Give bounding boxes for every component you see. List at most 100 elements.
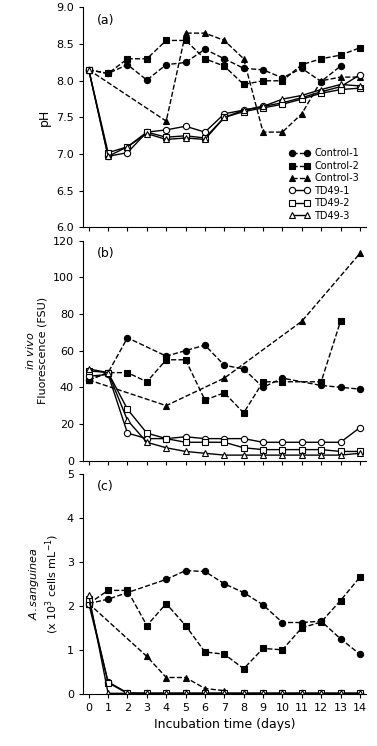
TD49-3 [164, 689, 169, 698]
Control-1 [319, 617, 323, 626]
Control-3 [183, 673, 188, 682]
TD49-3 [203, 449, 207, 458]
Control-1 [280, 618, 285, 627]
TD49-1 [203, 128, 207, 137]
TD49-1 [338, 689, 343, 698]
TD49-1 [203, 434, 207, 443]
TD49-2 [106, 368, 110, 377]
TD49-1 [106, 370, 110, 379]
Control-3 [164, 401, 169, 410]
TD49-1 [203, 689, 207, 698]
TD49-3 [183, 447, 188, 456]
TD49-2 [86, 366, 91, 375]
Control-2 [164, 36, 169, 45]
Control-1 [203, 567, 207, 576]
TD49-2 [261, 445, 265, 454]
TD49-3 [164, 443, 169, 452]
TD49-3 [241, 106, 246, 115]
Control-1 [125, 333, 130, 342]
TD49-2 [299, 689, 304, 698]
Line: Control-2: Control-2 [86, 37, 363, 87]
TD49-1 [106, 152, 110, 161]
TD49-2 [319, 89, 323, 98]
Control-2 [241, 80, 246, 89]
TD49-2 [145, 429, 149, 438]
Control-3 [203, 28, 207, 37]
TD49-3 [358, 81, 362, 90]
TD49-3 [106, 152, 110, 161]
TD49-3 [358, 449, 362, 458]
TD49-1 [164, 689, 169, 698]
Control-2 [145, 621, 149, 630]
Control-3 [319, 76, 323, 85]
TD49-1 [86, 66, 91, 75]
TD49-2 [338, 85, 343, 94]
Line: TD49-1: TD49-1 [86, 66, 363, 160]
TD49-1 [106, 677, 110, 686]
TD49-3 [338, 80, 343, 89]
Control-3 [280, 128, 285, 137]
TD49-2 [125, 689, 130, 698]
Control-3 [358, 249, 362, 258]
TD49-2 [241, 689, 246, 698]
TD49-3 [280, 451, 285, 460]
TD49-3 [222, 113, 227, 122]
Line: Control-3: Control-3 [86, 30, 363, 135]
Control-1 [125, 588, 130, 597]
TD49-3 [280, 689, 285, 698]
TD49-3 [261, 102, 265, 111]
Text: (b): (b) [97, 247, 115, 260]
Control-3 [86, 375, 91, 384]
TD49-1 [299, 93, 304, 102]
Control-3 [338, 72, 343, 81]
Control-2 [319, 54, 323, 63]
Control-1 [299, 64, 304, 73]
TD49-1 [145, 434, 149, 443]
Control-1 [183, 566, 188, 575]
Control-1 [261, 601, 265, 609]
TD49-1 [280, 438, 285, 447]
Control-1 [222, 361, 227, 370]
TD49-2 [222, 689, 227, 698]
Control-2 [241, 409, 246, 418]
Control-2 [338, 51, 343, 60]
TD49-1 [319, 689, 323, 698]
TD49-3 [145, 689, 149, 698]
Control-1 [106, 368, 110, 377]
Control-2 [86, 66, 91, 75]
Control-2 [145, 377, 149, 386]
TD49-2 [145, 128, 149, 137]
TD49-2 [299, 95, 304, 104]
Control-1 [358, 650, 362, 659]
TD49-2 [183, 689, 188, 698]
Control-1 [338, 634, 343, 643]
Control-2 [261, 377, 265, 386]
TD49-1 [299, 438, 304, 447]
Control-1 [358, 385, 362, 394]
Control-1 [164, 575, 169, 584]
Control-1 [145, 75, 149, 84]
Line: TD49-3: TD49-3 [86, 592, 363, 697]
TD49-1 [125, 148, 130, 157]
Control-2 [338, 317, 343, 326]
Line: Control-1: Control-1 [86, 568, 363, 657]
TD49-2 [338, 447, 343, 456]
Control-2 [222, 389, 227, 398]
Control-2 [319, 618, 323, 627]
TD49-3 [222, 451, 227, 460]
TD49-3 [338, 689, 343, 698]
TD49-3 [183, 689, 188, 698]
TD49-2 [319, 689, 323, 698]
Line: Control-1: Control-1 [86, 46, 344, 84]
Control-2 [125, 368, 130, 377]
Control-2 [241, 664, 246, 673]
Line: TD49-3: TD49-3 [86, 66, 363, 160]
TD49-1 [164, 125, 169, 134]
TD49-1 [145, 689, 149, 698]
TD49-1 [183, 432, 188, 441]
TD49-3 [106, 368, 110, 377]
TD49-2 [86, 595, 91, 604]
TD49-1 [241, 689, 246, 698]
Control-1 [203, 45, 207, 54]
Control-1 [319, 381, 323, 390]
